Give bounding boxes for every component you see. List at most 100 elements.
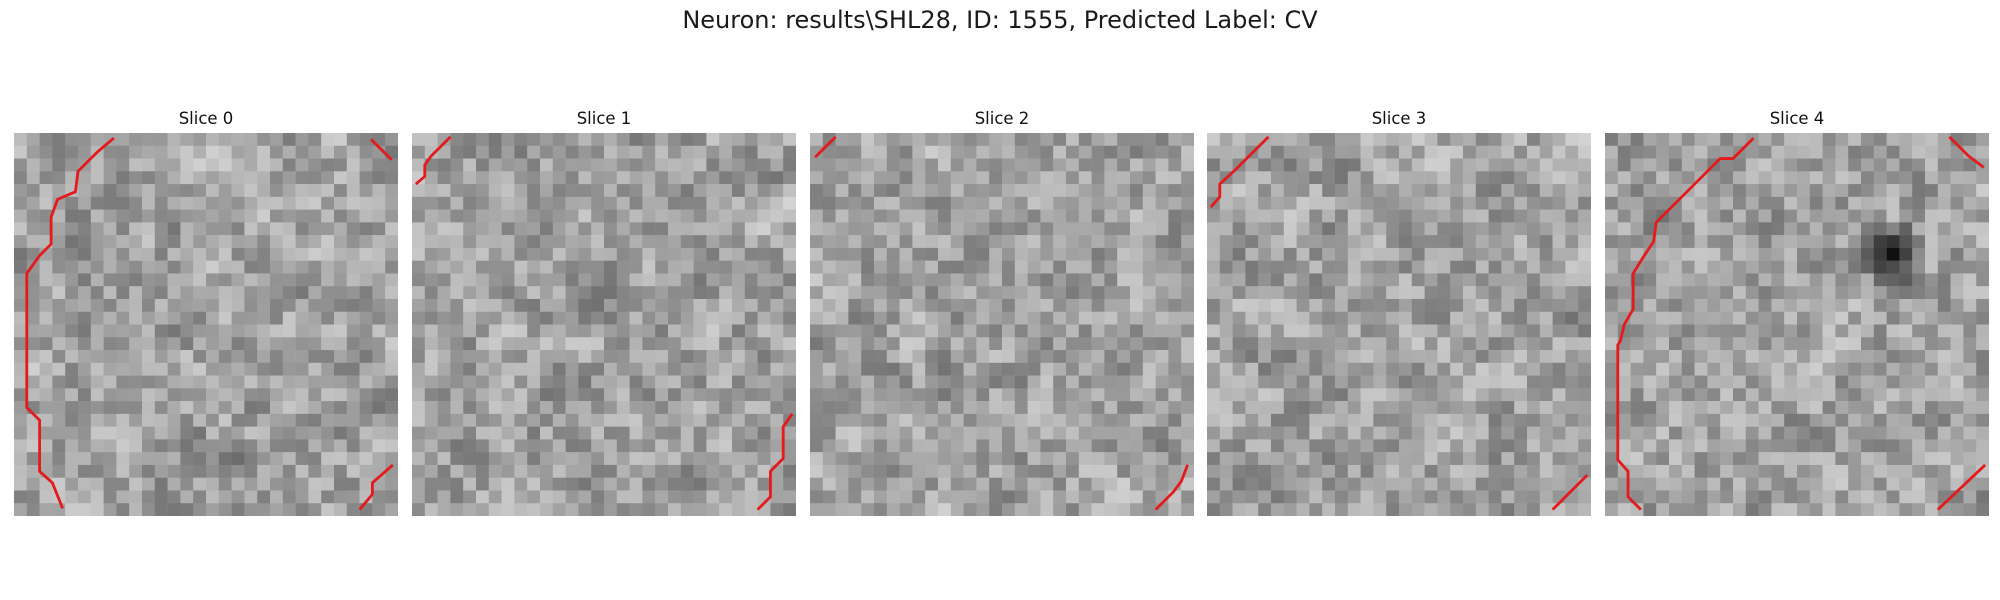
pixel [116, 171, 130, 185]
pixel [1219, 235, 1233, 249]
pixel [90, 247, 104, 261]
pixel [706, 286, 720, 300]
pixel [142, 235, 156, 249]
pixel [642, 158, 656, 172]
pixel [1886, 375, 1900, 389]
pixel [1322, 133, 1336, 147]
pixel [912, 196, 926, 210]
pixel [1002, 388, 1016, 402]
pixel [1848, 311, 1862, 325]
pixel [424, 452, 438, 466]
pixel [1373, 375, 1387, 389]
pixel [1886, 273, 1900, 287]
pixel [1809, 196, 1823, 210]
pixel [1066, 298, 1080, 312]
pixel [282, 133, 296, 147]
pixel [180, 286, 194, 300]
pixel [783, 247, 796, 261]
pixel [270, 145, 284, 159]
pixel [655, 401, 669, 415]
pixel [616, 286, 630, 300]
pixel [206, 298, 220, 312]
pixel [925, 477, 939, 491]
pixel [899, 375, 913, 389]
pixel [244, 477, 258, 491]
pixel [629, 311, 643, 325]
pixel [1322, 388, 1336, 402]
pixel [1335, 235, 1349, 249]
pixel [1552, 401, 1566, 415]
pixel [1066, 375, 1080, 389]
pixel [950, 401, 964, 415]
pixel [193, 477, 207, 491]
pixel [1809, 209, 1823, 223]
pixel [476, 324, 490, 338]
pixel [616, 235, 630, 249]
pixel [693, 324, 707, 338]
pixel [1475, 362, 1489, 376]
pixel [295, 235, 309, 249]
pixel [1578, 171, 1591, 185]
pixel [1899, 158, 1913, 172]
pixel [1950, 260, 1964, 274]
pixel [346, 298, 360, 312]
pixel [1373, 222, 1387, 236]
pixel [39, 196, 53, 210]
pixel [604, 464, 618, 478]
pixel [1130, 235, 1144, 249]
pixel [886, 209, 900, 223]
pixel [1296, 362, 1310, 376]
pixel [1411, 452, 1425, 466]
pixel [1720, 158, 1734, 172]
pixel [1720, 298, 1734, 312]
pixel [822, 426, 836, 440]
pixel [1886, 477, 1900, 491]
pixel [1475, 439, 1489, 453]
pixel [359, 337, 373, 351]
pixel [1797, 452, 1811, 466]
pixel [257, 439, 271, 453]
pixel [591, 362, 605, 376]
pixel [1130, 388, 1144, 402]
pixel [1424, 337, 1438, 351]
pixel [1027, 490, 1041, 504]
pixel [604, 196, 618, 210]
pixel [874, 222, 888, 236]
pixel [770, 209, 784, 223]
pixel [963, 375, 977, 389]
pixel [372, 337, 386, 351]
pixel [950, 158, 964, 172]
pixel [1552, 311, 1566, 325]
pixel [218, 273, 232, 287]
pixel [835, 209, 849, 223]
pixel [1937, 171, 1951, 185]
pixel [116, 196, 130, 210]
pixel [334, 222, 348, 236]
pixel [78, 247, 92, 261]
pixel [1245, 388, 1259, 402]
pixel [591, 477, 605, 491]
pixel [1643, 490, 1657, 504]
pixel [1091, 247, 1105, 261]
pixel [1181, 273, 1194, 287]
pixel [1283, 209, 1297, 223]
pixel [1309, 273, 1323, 287]
pixel [527, 452, 541, 466]
pixel [874, 375, 888, 389]
pixel [206, 439, 220, 453]
pixel [1142, 145, 1156, 159]
pixel [412, 413, 426, 427]
pixel [514, 490, 528, 504]
pixel [578, 247, 592, 261]
pixel [874, 490, 888, 504]
pixel [1283, 375, 1297, 389]
pixel [938, 503, 952, 516]
pixel [565, 222, 579, 236]
pixel [1040, 222, 1054, 236]
pixel [1861, 171, 1875, 185]
pixel [848, 184, 862, 198]
pixel [706, 298, 720, 312]
pixel [810, 184, 824, 198]
pixel [1630, 133, 1644, 147]
pixel [206, 286, 220, 300]
